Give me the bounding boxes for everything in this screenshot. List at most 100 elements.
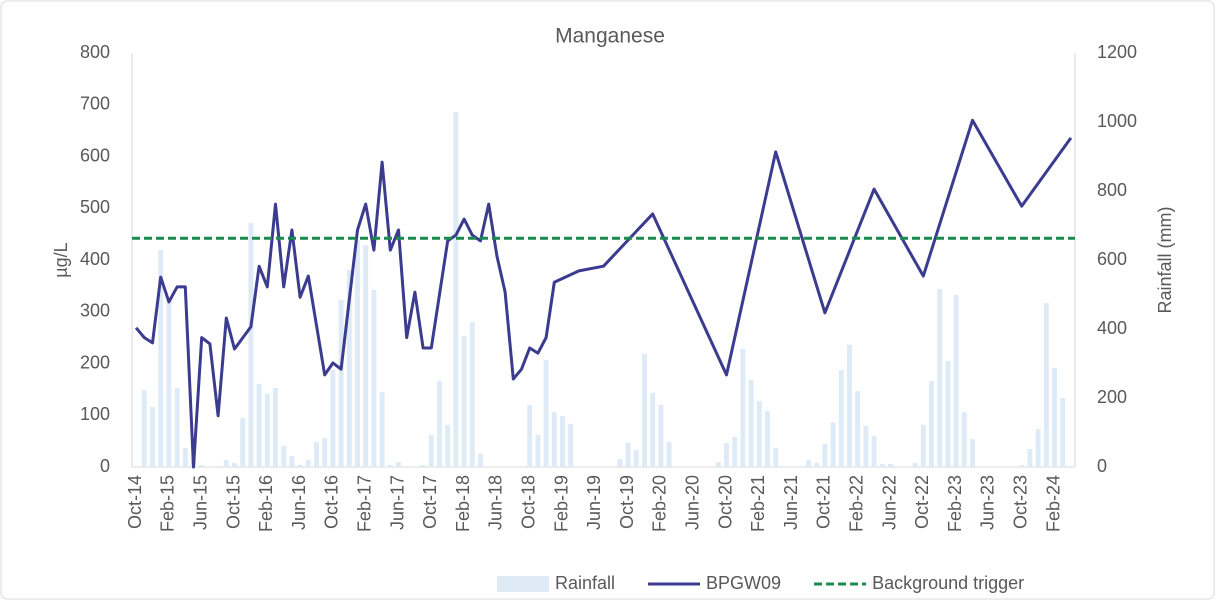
bar [748, 380, 754, 467]
x-tick-label: Jun-23 [978, 475, 998, 530]
bar [346, 270, 352, 467]
y2-tick-label: 1000 [1097, 111, 1137, 131]
x-tick-label: Feb-17 [354, 475, 374, 532]
bar [478, 453, 483, 467]
bar [461, 335, 467, 467]
bar [371, 290, 377, 467]
x-tick-label: Feb-19 [551, 475, 571, 532]
bar [1027, 449, 1033, 467]
y-tick-label: 800 [80, 42, 110, 62]
y-tick-label: 500 [80, 197, 110, 217]
x-tick-label: Feb-22 [846, 475, 866, 532]
y-tick-label: 400 [80, 249, 110, 269]
bar [633, 450, 639, 467]
bar [453, 111, 459, 468]
bar [642, 353, 647, 467]
bar [822, 443, 828, 467]
bar [863, 425, 869, 467]
bar [420, 464, 426, 467]
bar [305, 460, 311, 467]
bar [338, 300, 344, 467]
legend-label: BPGW09 [706, 573, 781, 593]
bar [871, 435, 877, 467]
bar [248, 223, 254, 467]
bar [1035, 429, 1041, 467]
bar [953, 294, 959, 467]
bar [363, 245, 369, 467]
bar [379, 392, 385, 467]
y-tick-label: 300 [80, 301, 110, 321]
bar [724, 442, 729, 467]
bar [888, 463, 893, 467]
bar [920, 424, 926, 467]
x-tick-label: Feb-18 [453, 475, 473, 532]
y2-tick-label: 600 [1097, 249, 1127, 269]
bar [1052, 367, 1057, 467]
x-tick-label: Oct-22 [912, 475, 932, 529]
legend-label: Background trigger [872, 573, 1024, 593]
x-tick-label: Jun-21 [781, 475, 801, 530]
bar [469, 322, 475, 467]
bar [650, 392, 656, 467]
y2-tick-label: 400 [1097, 318, 1127, 338]
bar [756, 401, 762, 467]
bar [912, 462, 918, 467]
bar [387, 464, 393, 467]
bar [847, 344, 852, 467]
legend-swatch [497, 576, 549, 592]
bar [773, 448, 779, 467]
y2-tick-label: 0 [1097, 456, 1107, 476]
bar [445, 424, 451, 467]
bar [1043, 303, 1049, 467]
bar [879, 463, 885, 467]
x-tick-label: Feb-15 [158, 475, 178, 532]
y2-axis-title: Rainfall (mm) [1155, 206, 1175, 313]
bar [322, 438, 328, 467]
x-tick-label: Jun-16 [289, 475, 309, 530]
bar [281, 445, 287, 467]
y-tick-label: 200 [80, 352, 110, 372]
bar [740, 349, 746, 467]
x-tick-label: Oct-15 [223, 475, 243, 529]
bar [715, 462, 721, 467]
bar [174, 387, 180, 467]
x-tick-label: Oct-19 [617, 475, 637, 529]
bar [961, 412, 967, 467]
bar [330, 370, 336, 467]
x-tick-label: Feb-20 [650, 475, 670, 532]
bar [1019, 464, 1025, 467]
bar [437, 381, 442, 467]
x-tick-label: Oct-18 [518, 475, 538, 529]
x-tick-label: Oct-21 [814, 475, 834, 529]
legend-label: Rainfall [555, 573, 615, 593]
bar [617, 459, 623, 467]
y-tick-label: 100 [80, 404, 110, 424]
bar [929, 381, 934, 467]
x-tick-label: Oct-16 [322, 475, 342, 529]
bar [428, 434, 434, 467]
x-tick-label: Feb-23 [945, 475, 965, 532]
bar [166, 300, 172, 467]
bar [273, 387, 278, 467]
bar [543, 360, 549, 467]
bar [551, 412, 557, 467]
bar [182, 448, 188, 467]
bar [297, 464, 303, 467]
bar [199, 464, 205, 467]
bar [568, 423, 574, 467]
bar [314, 442, 319, 467]
bar [240, 418, 246, 467]
bar [666, 442, 672, 467]
y-tick-label: 700 [80, 94, 110, 114]
bar [141, 390, 147, 467]
bar [264, 393, 270, 467]
bar [806, 460, 811, 467]
x-tick-label: Jun-17 [387, 475, 407, 530]
bar [355, 239, 360, 467]
x-tick-label: Jun-22 [879, 475, 899, 530]
x-tick-label: Oct-17 [420, 475, 440, 529]
y2-tick-label: 800 [1097, 180, 1127, 200]
bar [232, 462, 237, 467]
x-tick-label: Jun-15 [190, 475, 210, 530]
bar [223, 460, 229, 467]
